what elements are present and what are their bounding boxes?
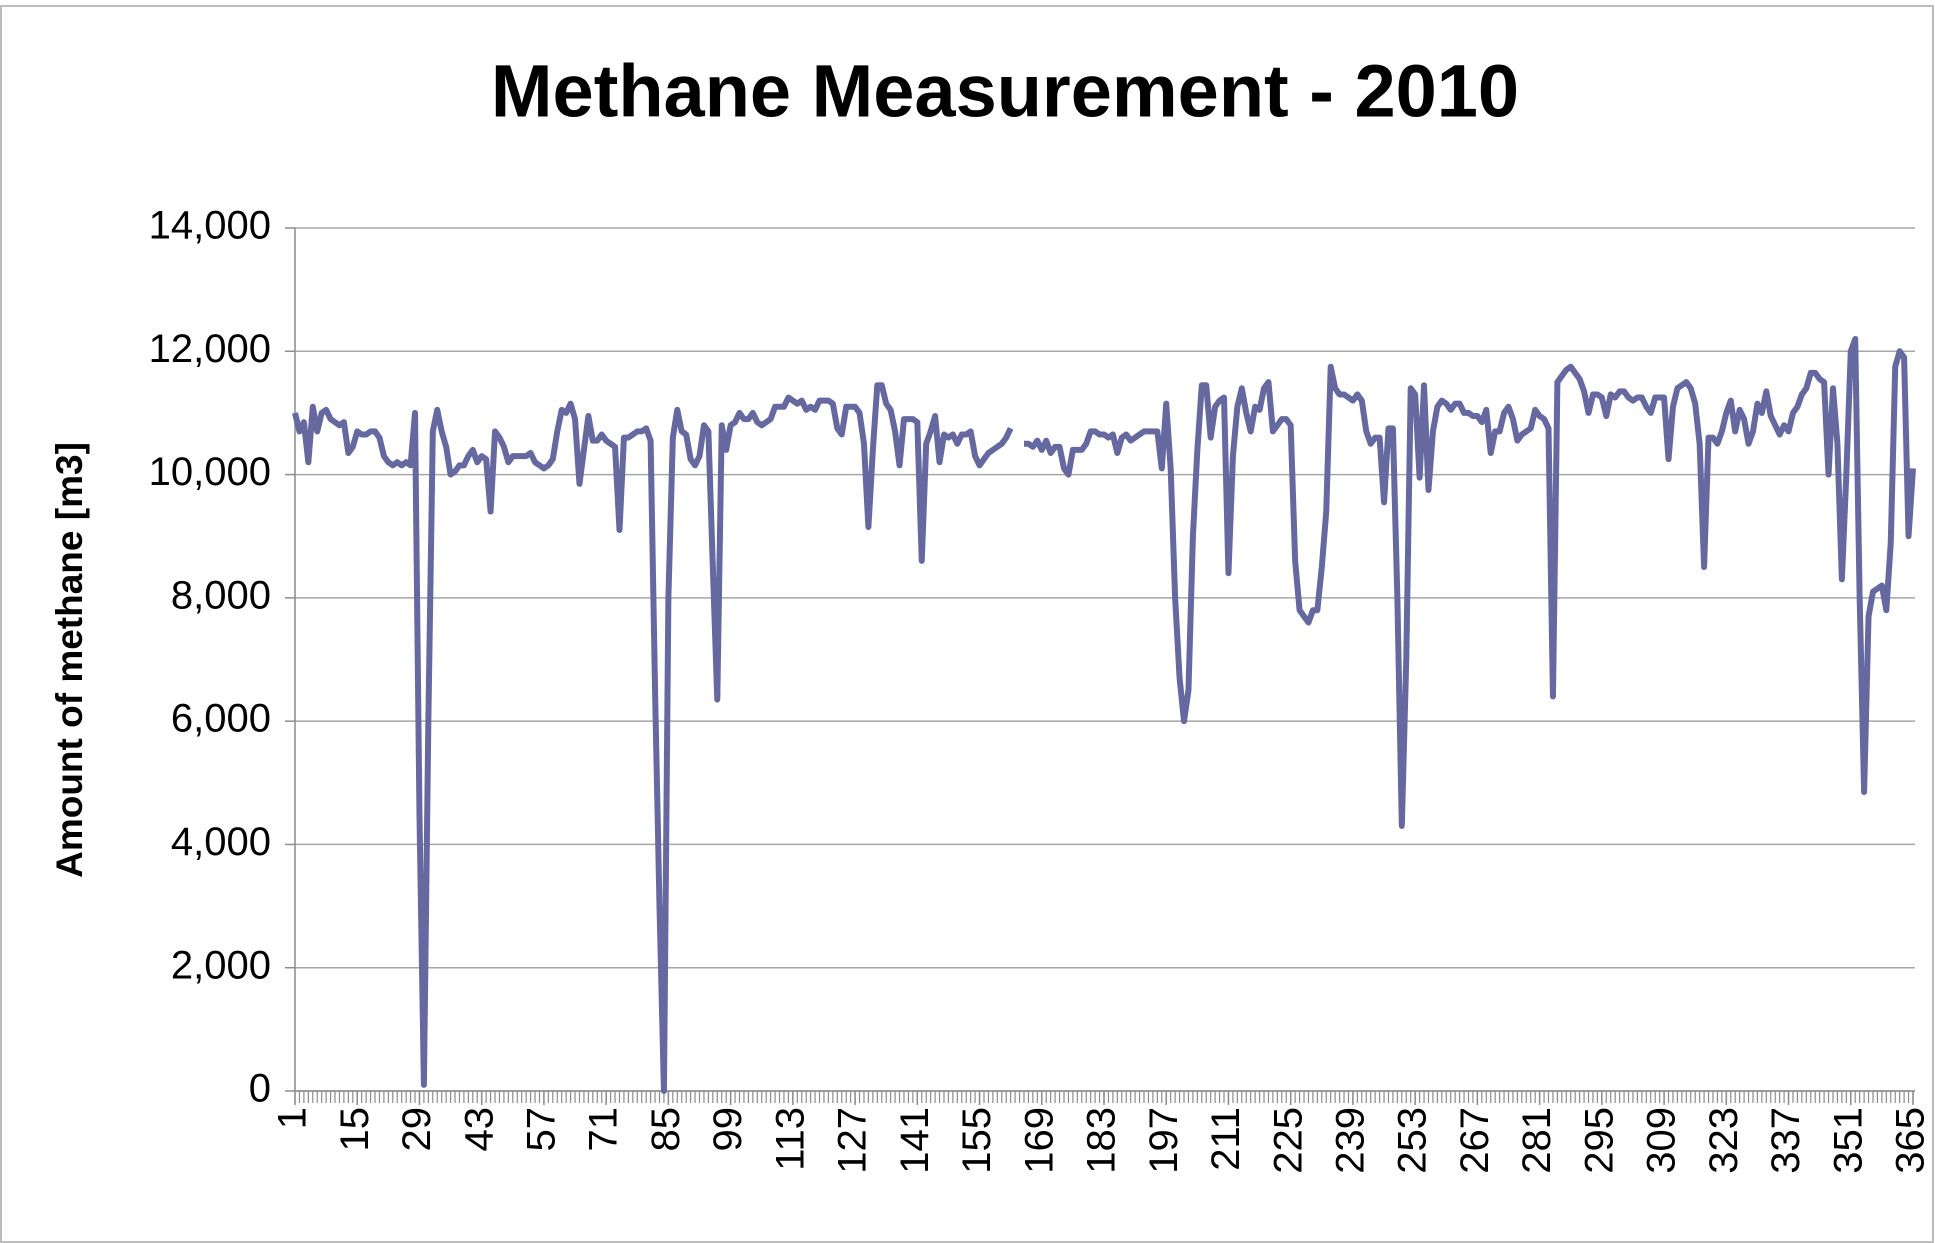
y-tick-label: 2,000 <box>171 943 271 987</box>
data-line <box>292 335 1916 1094</box>
y-tick-label: 14,000 <box>149 204 271 248</box>
x-tick-label: 15 <box>333 1107 377 1152</box>
y-tick-label: 12,000 <box>149 327 271 371</box>
x-tick-label: 113 <box>768 1107 812 1171</box>
x-tick-label: 169 <box>1017 1107 1061 1174</box>
x-tick-label: 197 <box>1142 1107 1186 1174</box>
x-tick-label: 57 <box>519 1107 563 1152</box>
x-tick-label: 211 <box>1204 1107 1248 1171</box>
x-tick-label: 141 <box>893 1107 937 1174</box>
x-tick-label: 1 <box>271 1107 315 1129</box>
y-tick-label: 10,000 <box>149 450 271 494</box>
x-tick-label: 155 <box>955 1107 999 1174</box>
x-tick-label: 337 <box>1764 1107 1808 1174</box>
x-tick-label: 183 <box>1080 1107 1124 1174</box>
x-tick-label: 281 <box>1515 1107 1559 1174</box>
x-tick-label: 99 <box>706 1107 750 1152</box>
y-axis-label: Amount of methane [m3] <box>49 442 90 878</box>
x-tick-label: 43 <box>457 1107 501 1152</box>
x-tick-label: 365 <box>1889 1107 1933 1174</box>
x-tick-label: 295 <box>1577 1107 1621 1174</box>
chart-title: Methane Measurement - 2010 <box>491 50 1519 133</box>
x-tick-label: 239 <box>1328 1107 1372 1174</box>
x-tick-label: 85 <box>644 1107 688 1152</box>
y-tick-label: 4,000 <box>171 820 271 864</box>
y-tick-label: 0 <box>249 1067 271 1111</box>
x-tick-label: 225 <box>1266 1107 1310 1174</box>
x-tick-label: 267 <box>1453 1107 1497 1174</box>
y-tick-label: 8,000 <box>171 573 271 617</box>
x-tick-label: 323 <box>1702 1107 1746 1174</box>
y-tick-label: 6,000 <box>171 697 271 741</box>
x-tick-label: 253 <box>1391 1107 1435 1174</box>
x-tick-label: 127 <box>831 1107 875 1174</box>
chart-border <box>0 5 1934 1243</box>
x-tick-label: 71 <box>582 1107 626 1152</box>
x-tick-label: 29 <box>395 1107 439 1152</box>
x-tick-label: 351 <box>1826 1107 1870 1174</box>
x-tick-label: 309 <box>1640 1107 1684 1174</box>
